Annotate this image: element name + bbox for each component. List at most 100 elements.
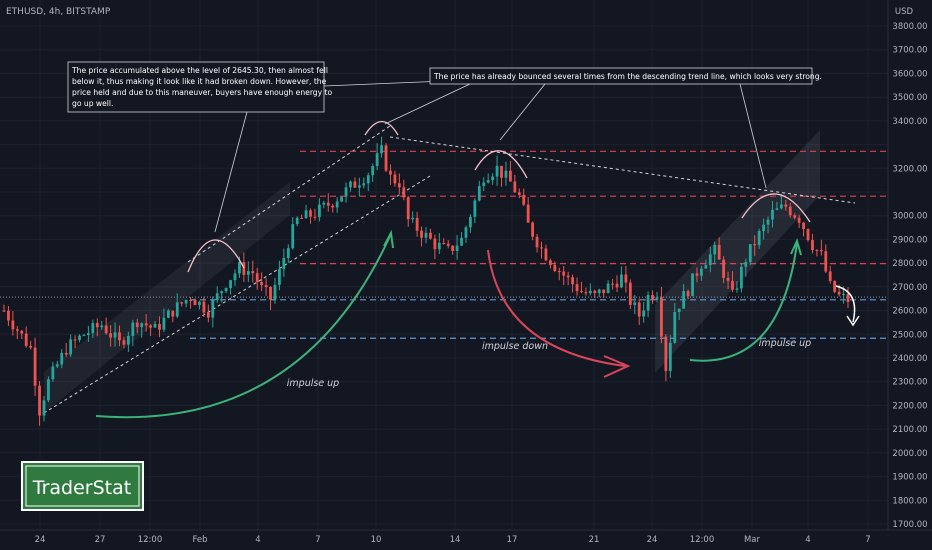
candle-body (224, 288, 228, 292)
candle-body (739, 266, 743, 289)
price-tick-label: 1700.00 (892, 520, 927, 530)
candle-body (748, 244, 752, 262)
candle-body (189, 300, 192, 302)
candle-body (278, 269, 281, 285)
impulse-arrows: impulse up impulse down impulse up (95, 229, 860, 419)
candle-body (477, 186, 481, 201)
candle-body (602, 289, 606, 294)
candle-body (140, 323, 144, 328)
candle-body (495, 165, 499, 177)
candle-body (273, 284, 277, 300)
candle-body (42, 400, 46, 416)
candle-body (597, 289, 601, 294)
candle-body (340, 196, 343, 202)
candle-body (464, 227, 468, 238)
time-tick-label: 24 (35, 535, 46, 545)
price-tick-label: 3000.00 (892, 212, 927, 222)
forecast-curve (835, 285, 856, 323)
candle-body (744, 261, 748, 267)
candle-body (171, 310, 175, 317)
candle-body (620, 274, 623, 288)
candle-body (69, 339, 73, 355)
price-tick-label: 2600.00 (892, 307, 927, 317)
candle-body (180, 302, 184, 304)
note-pointer-1 (214, 111, 248, 233)
candle-body (331, 205, 335, 208)
candle-body (282, 258, 286, 270)
candle-body (406, 197, 410, 220)
candle-body (380, 145, 383, 154)
candle-body (491, 176, 495, 181)
candle-body (295, 217, 299, 225)
top-arc-3 (741, 193, 811, 223)
candle-body (606, 283, 610, 294)
candle-body (193, 300, 197, 306)
candle-body (548, 260, 552, 266)
price-tick-label: 1900.00 (892, 473, 927, 483)
time-tick-label: Feb (192, 535, 207, 545)
candle-body (20, 330, 24, 334)
candle-body (122, 340, 126, 345)
time-tick-label: Mar (744, 535, 761, 545)
candle-body (819, 249, 823, 252)
candle-body (637, 302, 641, 317)
candle-body (828, 271, 832, 282)
candle-body (731, 280, 734, 290)
price-tick-label: 3600.00 (892, 69, 927, 79)
forecast-head (846, 315, 860, 327)
candle-body (557, 271, 561, 273)
candle-body (668, 342, 672, 372)
candle-body (437, 242, 441, 250)
candle-body (655, 297, 659, 300)
time-tick-label: 7 (865, 535, 870, 545)
candle-body (215, 293, 219, 301)
candle-body (24, 333, 28, 346)
candle-body (304, 210, 308, 219)
top-arc-1 (364, 120, 399, 136)
candle-body (713, 244, 717, 255)
candle-body (317, 204, 321, 218)
trend-line (389, 136, 856, 204)
price-tick-label: 2900.00 (892, 235, 927, 245)
candle-body (402, 187, 406, 198)
candle-body (735, 288, 739, 290)
candle-body (87, 333, 90, 335)
candle-body (220, 291, 224, 294)
candle-body (371, 166, 375, 176)
currency-label: USD (895, 7, 914, 17)
candle-body (118, 332, 121, 341)
candle-body (500, 165, 503, 178)
candle-body (357, 185, 361, 188)
candle-body (771, 209, 774, 220)
candle-body (100, 325, 104, 328)
candle-body (824, 251, 828, 272)
candle-body (446, 243, 450, 246)
candle-body (535, 236, 539, 248)
candle-body (60, 352, 64, 365)
ascending-channel-1 (44, 182, 290, 413)
candle-body (260, 282, 264, 286)
candle-body (411, 217, 415, 220)
price-tick-label: 2200.00 (892, 401, 927, 411)
channels (43, 125, 820, 414)
candle-body (162, 317, 166, 330)
candle-body (82, 334, 86, 336)
candle-body (264, 285, 268, 288)
candle-body (29, 345, 33, 348)
candle-body (695, 273, 699, 276)
candle-body (842, 294, 845, 296)
price-tick-label: 3400.00 (892, 117, 927, 127)
candle-body (673, 312, 677, 343)
candle-body (113, 332, 117, 338)
note-box-accumulation (67, 61, 325, 113)
impulse-up-curve-1 (95, 235, 391, 419)
time-tick-label: 24 (647, 535, 658, 545)
candle-body (375, 153, 379, 167)
candle-body (540, 247, 543, 249)
candle-body (7, 310, 10, 321)
candle-body (73, 339, 77, 341)
candle-body (233, 273, 237, 281)
logo-inner-border (25, 465, 140, 507)
candle-body (91, 323, 95, 334)
